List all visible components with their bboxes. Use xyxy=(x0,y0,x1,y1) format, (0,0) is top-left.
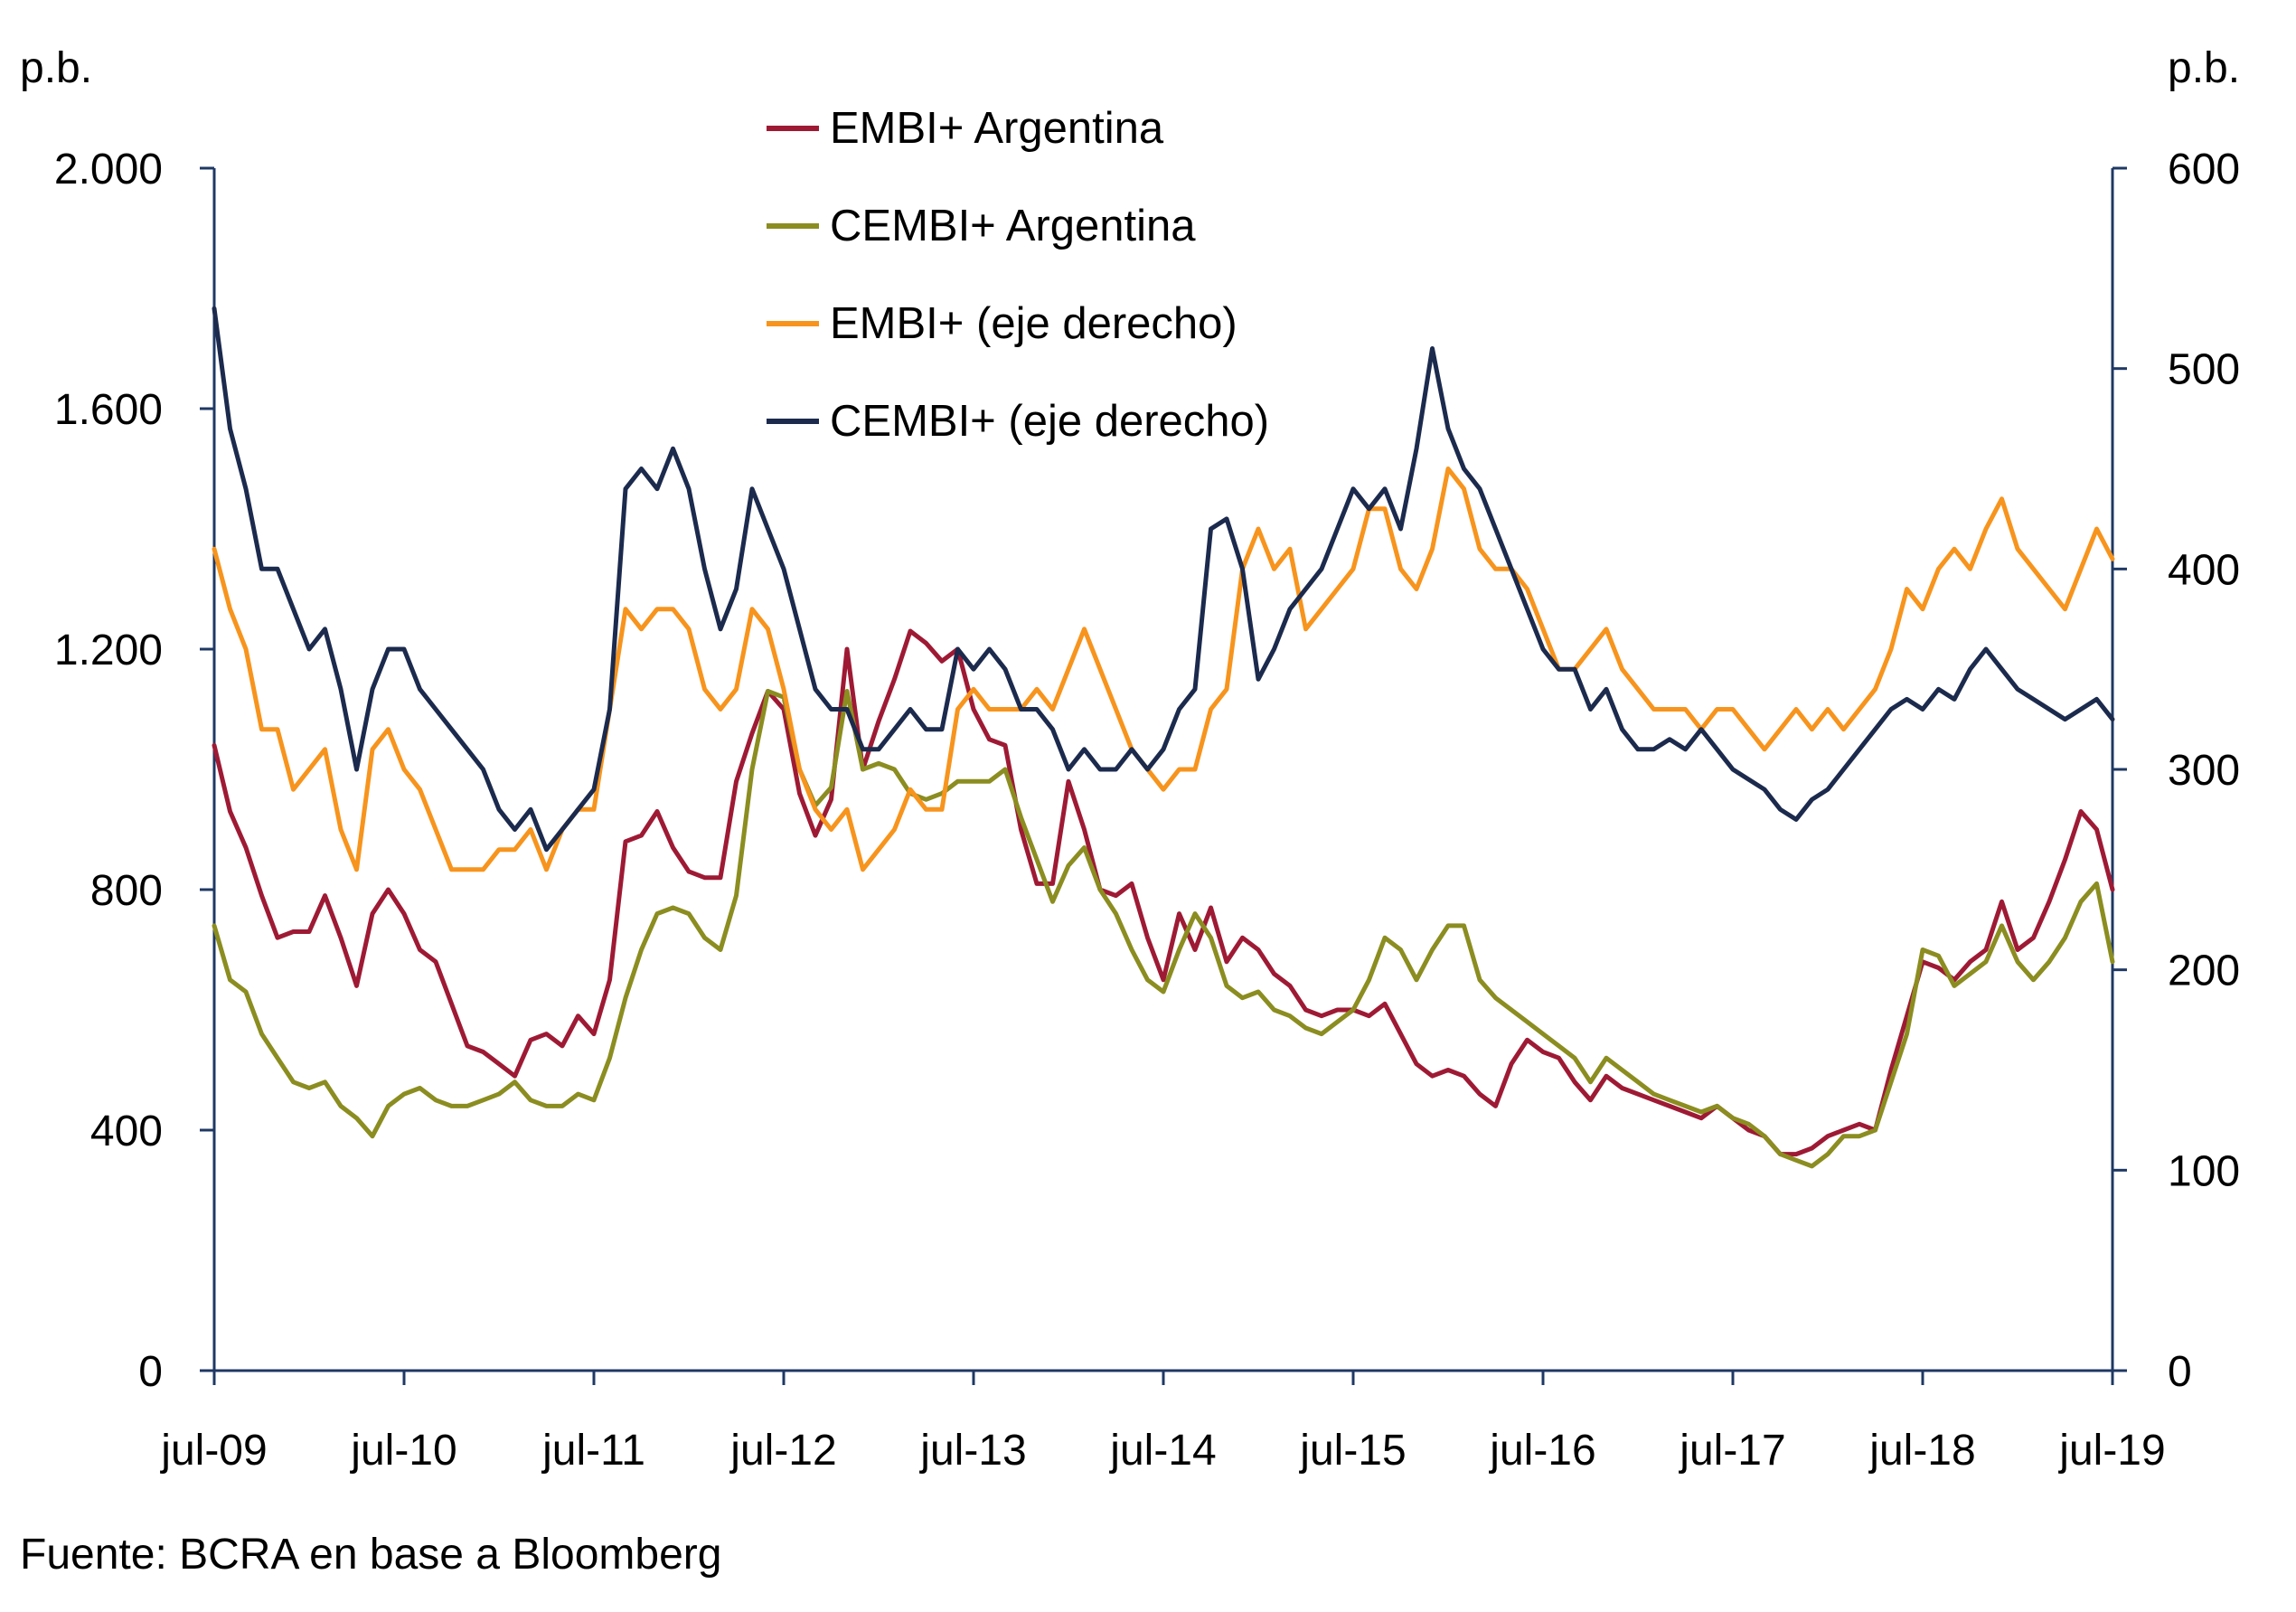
legend-label-cembi: CEMBI+ (eje derecho) xyxy=(830,397,1270,446)
x-axis-tick-label: jul-19 xyxy=(2057,1427,2165,1475)
series-line-cembi xyxy=(212,306,2115,853)
legend-swatch-embi xyxy=(767,321,819,326)
right-axis-unit-label: p.b. xyxy=(2168,44,2241,92)
series-line-embi-argentina xyxy=(212,628,2115,1157)
legend-label-embi-argentina: EMBI+ Argentina xyxy=(830,104,1164,153)
legend-item-embi: EMBI+ (eje derecho) xyxy=(767,275,1269,372)
legend-item-cembi: CEMBI+ (eje derecho) xyxy=(767,372,1269,470)
right-axis-tick-label: 600 xyxy=(2168,146,2240,193)
right-axis-tick-label: 500 xyxy=(2168,346,2240,394)
x-axis-tick-label: jul-17 xyxy=(1678,1427,1785,1475)
left-axis-tick-label: 2.000 xyxy=(54,146,163,193)
left-axis-tick-label: 1.600 xyxy=(54,386,163,434)
legend-item-cembi-argentina: CEMBI+ Argentina xyxy=(767,177,1269,275)
left-axis-unit-label: p.b. xyxy=(20,44,93,92)
x-axis-tick-label: jul-16 xyxy=(1488,1427,1595,1475)
legend-label-embi: EMBI+ (eje derecho) xyxy=(830,299,1237,348)
legend-swatch-embi-argentina xyxy=(767,126,819,131)
legend-swatch-cembi xyxy=(767,419,819,424)
right-axis-tick-label: 300 xyxy=(2168,747,2240,795)
x-axis-tick-label: jul-18 xyxy=(1868,1427,1975,1475)
right-axis-tick-label: 100 xyxy=(2168,1147,2240,1195)
x-axis-tick-label: jul-10 xyxy=(349,1427,456,1475)
x-axis-tick-label: jul-14 xyxy=(1108,1427,1216,1475)
legend-item-embi-argentina: EMBI+ Argentina xyxy=(767,80,1269,177)
source-note: Fuente: BCRA en base a Bloomberg xyxy=(20,1531,722,1579)
legend-label-cembi-argentina: CEMBI+ Argentina xyxy=(830,202,1196,250)
x-axis-tick-label: jul-11 xyxy=(541,1427,645,1475)
x-axis-tick-label: jul-15 xyxy=(1298,1427,1406,1475)
x-axis-tick-label: jul-09 xyxy=(159,1427,267,1475)
x-axis-tick-label: jul-13 xyxy=(918,1427,1026,1475)
series-line-cembi-argentina xyxy=(212,689,2115,1169)
left-axis-tick-label: 1.200 xyxy=(54,627,163,674)
left-axis-tick-label: 800 xyxy=(90,867,163,915)
left-axis-tick-label: 400 xyxy=(90,1108,163,1155)
right-axis-tick-label: 200 xyxy=(2168,947,2240,995)
legend-swatch-cembi-argentina xyxy=(767,223,819,229)
right-axis-tick-label: 0 xyxy=(2168,1348,2192,1396)
left-axis-tick-label: 0 xyxy=(138,1348,163,1396)
x-axis-tick-label: jul-12 xyxy=(729,1427,836,1475)
right-axis-tick-label: 400 xyxy=(2168,546,2240,594)
series-line-embi xyxy=(212,467,2115,872)
chart-legend: EMBI+ Argentina CEMBI+ Argentina EMBI+ (… xyxy=(767,80,1269,470)
